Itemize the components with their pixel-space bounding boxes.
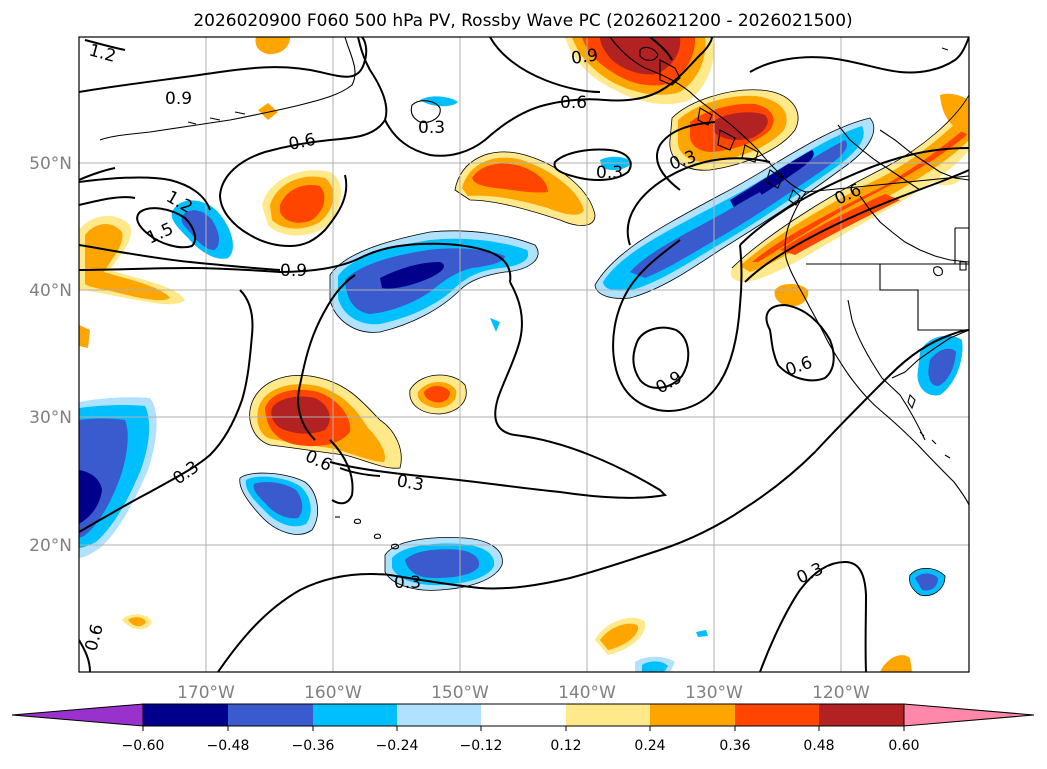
longitude-labels: 170°W 160°W 150°W 140°W 130°W 120°W [177,683,870,703]
colorbar-bin [397,704,481,726]
contour-label: 0.3 [395,471,425,495]
colorbar-tick-label: −0.24 [376,738,419,754]
colorbar-bin [566,704,650,726]
latitude-labels: 50°N 40°N 30°N 20°N [29,154,72,556]
lon-label: 150°W [431,683,489,703]
colorbar-tick-label: −0.36 [292,738,335,754]
colorbar-tick-label: −0.48 [207,738,250,754]
coastlines [99,37,969,550]
contour-label: 0.9 [280,261,307,281]
colorbar-bin [650,704,735,726]
colorbar-tick-label: −0.12 [460,738,503,754]
lon-label: 120°W [812,683,870,703]
lat-label: 20°N [29,536,72,556]
colorbar-bin [819,704,904,726]
contour-label: 0.6 [560,93,587,113]
lon-label: 160°W [304,683,362,703]
contour-label: 0.9 [165,89,192,109]
colorbar-tick-label: 0.36 [719,738,750,754]
colorbar-bin [481,704,566,726]
contour-label: 0.3 [596,163,623,183]
colorbar-tick-label: −0.60 [122,738,165,754]
pv-anomaly-positive [79,37,969,672]
figure-title: 2026020900 F060 500 hPa PV, Rossby Wave … [193,11,852,31]
colorbar: −0.60 −0.48 −0.36 −0.24 −0.12 0.12 0.24 … [11,703,1035,754]
lon-label: 130°W [685,683,743,703]
lat-label: 50°N [29,154,72,174]
graticule [79,37,969,672]
colorbar-bin [735,704,819,726]
colorbar-bin [228,704,313,726]
colorbar-extend-low [11,703,144,727]
colorbar-tick-label: 0.48 [803,738,834,754]
lat-label: 40°N [29,281,72,301]
colorbar-tick-label: 0.24 [634,738,665,754]
colorbar-tick-label: 0.60 [888,738,919,754]
contour-label: 0.3 [394,573,421,593]
lat-label: 30°N [29,408,72,428]
map-frame [78,36,970,673]
colorbar-bin [313,704,397,726]
pv-contours [79,37,969,672]
colorbar-extend-high [903,703,1035,727]
lon-label: 140°W [558,683,616,703]
colorbar-bin [143,704,228,726]
lon-label: 170°W [177,683,235,703]
contour-label: 0.9 [570,45,600,69]
colorbar-tick-label: 0.12 [550,738,581,754]
map-panel: 1.2 0.9 0.6 1.2 1.5 0.9 0.3 0.9 0.6 0.3 … [78,36,970,673]
contour-label: 0.3 [418,118,445,138]
